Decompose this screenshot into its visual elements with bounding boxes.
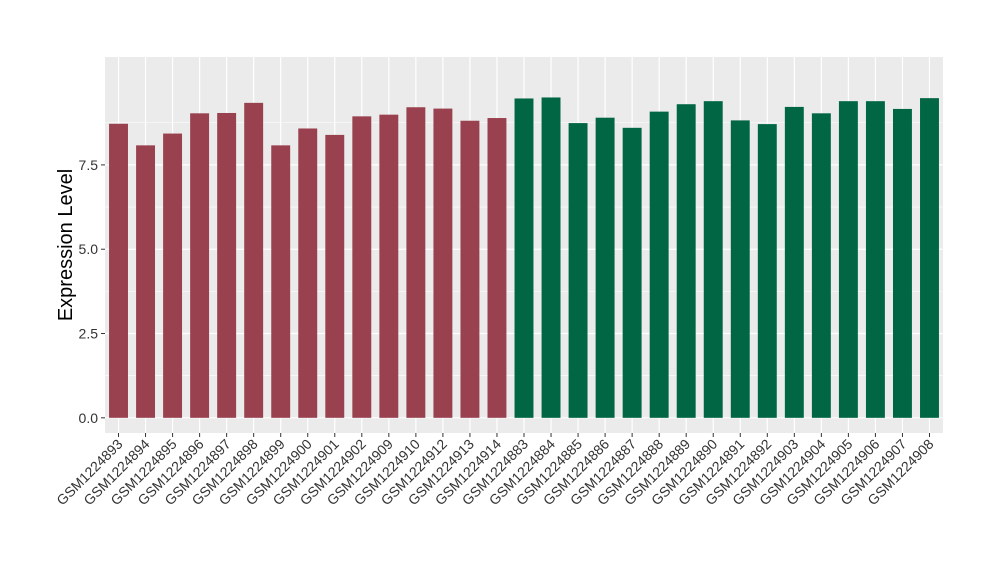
bar [811, 113, 831, 418]
bar [784, 106, 804, 418]
bar [163, 133, 183, 418]
x-axis: GSM1224893GSM1224894GSM1224895GSM1224896… [53, 433, 937, 508]
bar [136, 145, 156, 418]
bar [271, 145, 291, 418]
bar [920, 98, 939, 418]
bar [109, 123, 128, 418]
bar [379, 114, 399, 418]
bar [757, 124, 777, 418]
bars [109, 97, 939, 418]
bar [649, 111, 669, 418]
bar [622, 127, 642, 418]
bar [190, 113, 210, 418]
bar [676, 104, 696, 418]
bar [568, 123, 588, 418]
y-axis-title: Expression Level [55, 169, 77, 321]
bar [325, 134, 345, 418]
bar [838, 101, 858, 418]
bar [703, 101, 723, 418]
bar [244, 102, 264, 418]
bar [865, 101, 885, 418]
y-tick-label: 0.0 [79, 410, 99, 426]
y-tick-label: 5.0 [79, 241, 99, 257]
bar [352, 116, 372, 418]
bar [406, 107, 426, 418]
bar [514, 98, 534, 418]
bar [892, 108, 912, 418]
bar [487, 118, 507, 418]
bar [541, 97, 561, 418]
y-tick-label: 2.5 [79, 326, 99, 342]
bar [433, 108, 453, 418]
bar [730, 120, 750, 418]
bar [298, 128, 318, 418]
y-axis: 0.0 2.5 5.0 7.5 [79, 157, 105, 426]
bar [595, 117, 615, 418]
bar [217, 112, 237, 418]
bar [460, 120, 480, 418]
y-tick-label: 7.5 [79, 157, 99, 173]
